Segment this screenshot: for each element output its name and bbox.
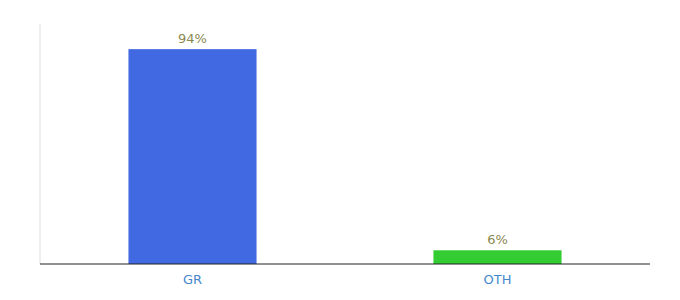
x-tick-label: GR <box>183 272 202 287</box>
data-label: 94% <box>178 31 207 46</box>
chart-svg: 94% 6% GR OTH <box>0 0 680 300</box>
bar <box>433 250 561 264</box>
bar <box>128 49 256 264</box>
x-axis-line <box>40 264 650 265</box>
chart-container: 94% 6% GR OTH <box>0 0 680 300</box>
x-tick-label: OTH <box>484 272 512 287</box>
y-axis-line <box>40 24 41 264</box>
bars <box>128 49 561 264</box>
data-label: 6% <box>487 232 508 247</box>
